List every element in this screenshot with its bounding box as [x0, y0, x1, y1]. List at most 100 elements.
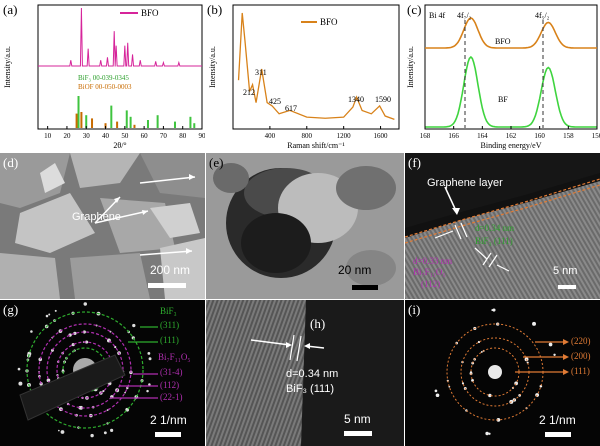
bif3-ref-bar — [85, 115, 88, 128]
scale-bar — [344, 431, 372, 436]
diffraction-spot — [103, 431, 107, 435]
x-tick-label: 800 — [302, 132, 313, 140]
a-ylabel: Intensity/a.u. — [3, 46, 12, 88]
c-ylabel: Intensity/a.u. — [406, 46, 415, 88]
fringe-d1-plane: BiF₃ (111) — [475, 236, 513, 246]
diffraction-spot — [485, 431, 489, 436]
diffraction-spot — [79, 405, 83, 410]
panel-h-hrtem: (h) d=0.34 nm BiF₃ (111) 5 nm — [206, 300, 404, 446]
diffraction-spot — [469, 371, 473, 374]
c-xlabel: Binding energy/eV — [481, 141, 542, 150]
xps-bfo-curve — [425, 17, 597, 49]
panel-label-f: (f) — [408, 155, 421, 170]
ring-label-111: (111) — [160, 335, 179, 345]
panel-e-tem: (e) 20 nm — [206, 153, 404, 299]
diffraction-spot — [435, 393, 440, 398]
bif3-ref-bar — [129, 116, 132, 128]
peak-311: 311 — [255, 68, 267, 77]
peak-212: 212 — [243, 88, 255, 97]
x-tick-label: 1600 — [374, 132, 389, 140]
fringe-plane: BiF₃ (111) — [286, 383, 335, 395]
series-label-bf: BF — [498, 95, 508, 104]
diffraction-spot — [82, 330, 86, 334]
x-tick-label: 166 — [448, 132, 459, 140]
diffraction-spot — [434, 389, 438, 393]
peak-label-left: 4f₇/₂ — [457, 11, 472, 20]
diffraction-spot — [124, 391, 126, 394]
ring-label-bif3: BiF₃ — [160, 306, 177, 316]
diffraction-spot — [492, 308, 496, 312]
diffraction-spot — [58, 429, 60, 432]
annotation-graphene-layer: Graphene layer — [427, 177, 503, 189]
panel-label-i: (i) — [408, 302, 421, 317]
x-tick-label: 160 — [534, 132, 545, 140]
raman-series-line — [237, 12, 395, 121]
scale-label: 200 nm — [150, 263, 191, 277]
panel-label-g: (g) — [3, 302, 19, 317]
diffraction-spot — [488, 432, 491, 435]
bif3-ref-bar — [193, 123, 196, 128]
ring-label-22-1: (22-1) — [160, 392, 183, 402]
panel-label-e: (e) — [209, 155, 224, 170]
x-tick-label: 20 — [63, 132, 71, 140]
bif3-ref-bar — [156, 115, 159, 128]
saed-pattern — [0, 300, 205, 446]
bif3-ref-bar — [173, 121, 176, 128]
biof-ref-bar — [104, 123, 107, 128]
panel-b-raman: 400 800 1200 1600 BFO 212 311 425 617 1340 … — [205, 0, 405, 152]
diffraction-spot — [27, 351, 32, 356]
tem-image — [206, 153, 404, 299]
diffraction-spot — [532, 321, 536, 326]
diffraction-spot — [90, 433, 94, 438]
legend-biof-ref: BiOF 00-050-0003 — [78, 83, 132, 91]
hrtem-image-h — [206, 300, 404, 446]
raman-chart: 400 800 1200 1600 BFO 212 311 425 617 1340 … — [208, 4, 400, 150]
scale-bar — [558, 285, 576, 289]
biof-ref-bar — [91, 118, 94, 128]
fringe-d2: d=0.33 nm — [413, 256, 453, 266]
bif3-ref-bar — [110, 105, 113, 128]
x-tick-label: 162 — [506, 132, 517, 140]
diffraction-spot — [17, 367, 21, 371]
peak-617: 617 — [285, 104, 297, 113]
a-xlabel: 2θ/° — [113, 141, 126, 150]
scale-bar — [545, 432, 571, 437]
x-tick-label: 158 — [563, 132, 574, 140]
ring-label-200: (200) — [571, 351, 591, 361]
diffraction-spot — [488, 393, 492, 398]
bfo-pattern-line — [38, 7, 202, 67]
xps-bf-curve — [425, 55, 597, 128]
ring-label-311: (311) — [160, 320, 180, 330]
diffraction-spot — [54, 309, 57, 312]
panel-label-c: (c) — [407, 2, 422, 17]
scale-label: 2 1/nm — [150, 413, 187, 427]
panel-label-h: (h) — [310, 316, 326, 331]
panel-label-d: (d) — [3, 155, 19, 170]
saed-pattern-i — [405, 300, 600, 446]
fringe-d2-plane: (112) — [421, 279, 441, 289]
fringe-d1: d=0.34 nm — [475, 223, 515, 233]
panel-label-b: (b) — [207, 2, 223, 17]
panel-g-saed: (g) BiF₃ (311) (111) Bi₇F₁₁O₅ (31-4) (11… — [0, 300, 205, 446]
ring-label-31-4: (31-4) — [160, 367, 183, 377]
x-tick-label: 70 — [160, 132, 168, 140]
x-tick-label: 60 — [141, 132, 149, 140]
scale-label: 20 nm — [338, 263, 372, 277]
annotation-graphene: Graphene — [72, 211, 121, 223]
scale-label: 2 1/nm — [539, 413, 576, 427]
diffraction-spot — [461, 382, 465, 385]
hrtem-image — [405, 153, 600, 299]
diffraction-spot — [148, 383, 151, 386]
biof-ref-bar — [75, 113, 78, 128]
diffraction-spot — [548, 342, 553, 347]
xps-title: Bi 4f — [429, 11, 446, 20]
x-tick-label: 400 — [265, 132, 276, 140]
x-tick-label: 168 — [420, 132, 431, 140]
bif3-ref-bar — [125, 110, 128, 128]
fringe-d2-phase: Bi₇F₁₁O₅ — [413, 267, 446, 277]
xps-chart: 168166164162160158156 Bi 4f 4f₇/₂ 4f₅/₂ … — [406, 4, 600, 150]
diffraction-spot — [18, 381, 23, 386]
panel-label-a: (a) — [3, 2, 18, 17]
biof-ref-bar — [133, 124, 136, 128]
x-tick-label: 80 — [179, 132, 187, 140]
